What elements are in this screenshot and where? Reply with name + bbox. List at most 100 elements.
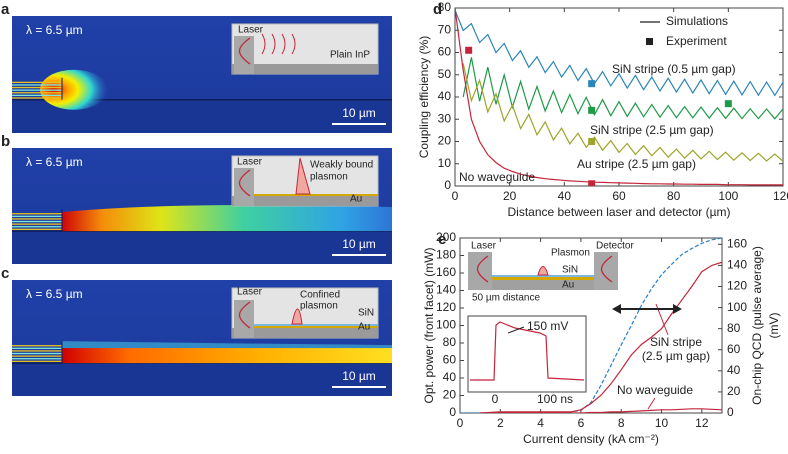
x-tick-label: 8 <box>618 416 625 430</box>
y-tick-label: 100 <box>436 318 456 332</box>
inset-label: Laser <box>238 25 264 36</box>
x-tick-label: 20 <box>503 189 517 203</box>
scale-bar-label: 10 µm <box>342 106 376 120</box>
experiment-point <box>465 46 473 54</box>
y2-tick-label: 20 <box>727 384 741 398</box>
pulse-label: 100 ns <box>537 392 573 406</box>
series-label: SiN stripe (0.5 µm gap) <box>612 62 736 76</box>
y-axis-label: Opt. power (front facet) (mW) <box>422 247 436 403</box>
schematic-plasmon <box>537 266 549 276</box>
y2-axis-label: On-chip QCD (pulse average) <box>750 246 764 405</box>
inset-laser <box>234 36 254 74</box>
wavelength: λ = 6.5 µm <box>26 23 83 37</box>
y2-tick-label: 160 <box>727 236 747 250</box>
y2-tick-label: 40 <box>727 363 741 377</box>
x-tick-label: 2 <box>497 416 504 430</box>
field-blob <box>40 69 108 110</box>
series-label: Au stripe (2.5 µm gap) <box>577 157 696 171</box>
plot-area <box>460 238 722 413</box>
laser-stripe <box>12 218 62 220</box>
y2-tick-label: 140 <box>727 258 747 272</box>
y-tick-label: 30 <box>438 111 452 125</box>
schematic-label: SiN <box>562 265 578 276</box>
schematic-label: Plasmon <box>551 248 590 259</box>
series-label: SiN stripe (2.5 µm gap) <box>590 123 714 137</box>
y-tick-label: 70 <box>438 22 452 36</box>
schematic-mode <box>476 255 489 283</box>
laser-stripe <box>12 228 62 230</box>
y2-tick-label: 60 <box>727 342 741 356</box>
experiment-point <box>588 80 596 88</box>
x-tick-label: 6 <box>578 416 585 430</box>
x-tick-label: 40 <box>558 189 572 203</box>
inset-substrate <box>232 64 378 74</box>
inset-label: SiN <box>358 308 374 319</box>
series-line <box>480 261 722 413</box>
series-label: No waveguide <box>459 170 535 184</box>
y-tick-label: 200 <box>436 230 456 244</box>
annotation-leader <box>647 397 656 410</box>
schematic-laser <box>468 252 492 290</box>
laser-stripe <box>12 215 62 217</box>
inset-plasmon <box>295 157 311 195</box>
y-tick-label: 80 <box>438 0 452 14</box>
annotation: (2.5 µm gap) <box>642 349 710 363</box>
schematic-label: Au <box>562 280 574 291</box>
laser-stripe <box>12 84 62 86</box>
x-tick-label: 80 <box>667 189 681 203</box>
series-line <box>455 8 783 186</box>
inset-substrate <box>232 328 378 338</box>
series-line <box>462 57 783 120</box>
y2-tick-label: 0 <box>727 405 734 419</box>
y-tick-label: 40 <box>438 89 452 103</box>
laser-stripe <box>12 226 62 228</box>
laser-stripe <box>12 92 62 94</box>
x-tick-label: 0 <box>457 416 464 430</box>
series-line <box>480 408 722 413</box>
y-tick-label: 40 <box>443 370 457 384</box>
schematic-substrate <box>468 280 618 290</box>
arrow-head <box>673 304 682 314</box>
wavelength: λ = 6.5 µm <box>26 155 83 169</box>
field-beam <box>62 204 392 232</box>
pulse-label: 150 mV <box>527 319 568 333</box>
panel-letter: c <box>1 265 9 282</box>
inset-label: Confined <box>300 290 340 301</box>
scale-bar-label: 10 µm <box>342 369 376 383</box>
y-tick-label: 0 <box>449 405 456 419</box>
experiment-point <box>724 100 732 108</box>
y-axis-label: Coupling efficiency (%) <box>417 36 431 159</box>
laser-stripe <box>12 345 62 347</box>
inset-wave <box>291 33 296 55</box>
laser-stripe <box>12 358 62 360</box>
schematic-detector <box>594 252 618 290</box>
x-tick-label: 60 <box>612 189 626 203</box>
x-tick-label: 0 <box>452 189 459 203</box>
inset-wave <box>261 33 266 55</box>
inset-label: Weakly bound <box>310 160 373 171</box>
schematic-au <box>492 277 594 280</box>
x-tick-label: 12 <box>695 416 709 430</box>
inset-label: plasmon <box>300 301 338 312</box>
panel-letter: a <box>1 1 10 18</box>
y2-tick-label: 100 <box>727 300 747 314</box>
inset-mode <box>238 37 251 65</box>
x-axis-label: Current density (kA cm⁻²) <box>523 432 659 446</box>
laser-stripe <box>12 350 62 352</box>
laser-stripe <box>12 213 62 215</box>
experiment-point <box>588 138 596 145</box>
series-line <box>462 63 783 162</box>
inset-au <box>254 326 378 328</box>
series-line <box>455 9 783 97</box>
inset-label: Plain InP <box>330 50 370 61</box>
inset-label: Laser <box>237 157 263 168</box>
inset-mode <box>238 169 251 197</box>
y-tick-label: 120 <box>436 300 456 314</box>
laser-stripe <box>12 94 62 97</box>
y-tick-label: 180 <box>436 248 456 262</box>
experiment-point <box>588 180 596 186</box>
panel-letter: e <box>438 231 446 248</box>
y2-axis-label: (mV) <box>767 313 781 339</box>
arrow-head <box>612 304 621 314</box>
